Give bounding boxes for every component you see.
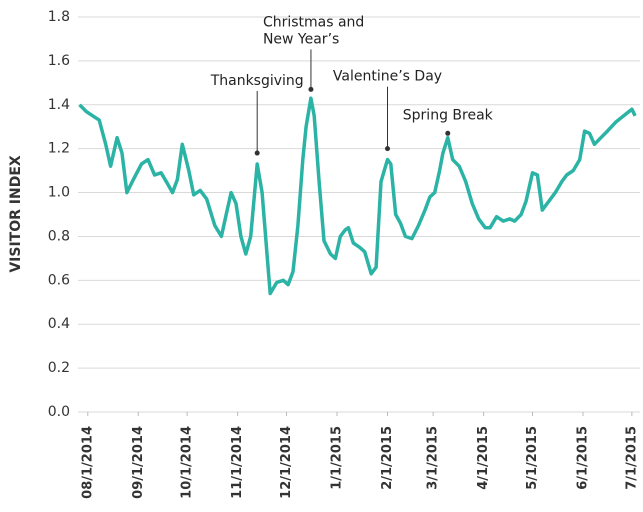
y-tick-label: 0.8 [48,228,70,244]
x-tick-label: 4/1/2015 [476,426,491,490]
x-tick-label: 7/1/2015 [624,426,639,490]
annotation-text: New Year’s [263,31,339,47]
annotation-text: Valentine’s Day [333,69,442,85]
y-tick-label: 1.4 [48,97,70,113]
x-tick-label: 11/1/2014 [230,426,245,499]
y-tick-label: 1.6 [48,53,70,69]
annotation-text: Spring Break [403,107,494,123]
annotation-text: Christmas and [263,14,364,30]
y-tick-label: 0.6 [48,272,70,288]
annotation-dot [385,146,391,152]
x-tick-label: 09/1/2014 [131,426,146,499]
annotation-dot [445,130,451,136]
y-axis-title: VISITOR INDEX [8,155,24,273]
y-tick-label: 1.8 [48,9,70,25]
x-tick-label: 08/1/2014 [80,426,95,499]
annotation-dot [308,86,314,92]
y-tick-label: 0.2 [48,360,70,376]
x-tick-label: 10/1/2014 [180,426,195,499]
y-tick-label: 0.4 [48,316,70,332]
annotation-text: Thanksgiving [210,73,304,89]
annotation-dot [254,150,260,156]
x-tick-label: 1/1/2015 [330,426,345,490]
x-tick-label: 3/1/2015 [426,426,441,490]
data-line [78,96,637,296]
y-tick-label: 1.2 [48,141,70,157]
x-tick-label: 2/1/2015 [380,426,395,490]
x-tick-label: 12/1/2014 [279,426,294,499]
y-tick-label: 0.0 [48,404,70,420]
y-tick-label: 1.0 [48,185,70,201]
x-tick-label: 5/1/2015 [525,426,540,490]
x-tick-label: 6/1/2015 [575,426,590,490]
